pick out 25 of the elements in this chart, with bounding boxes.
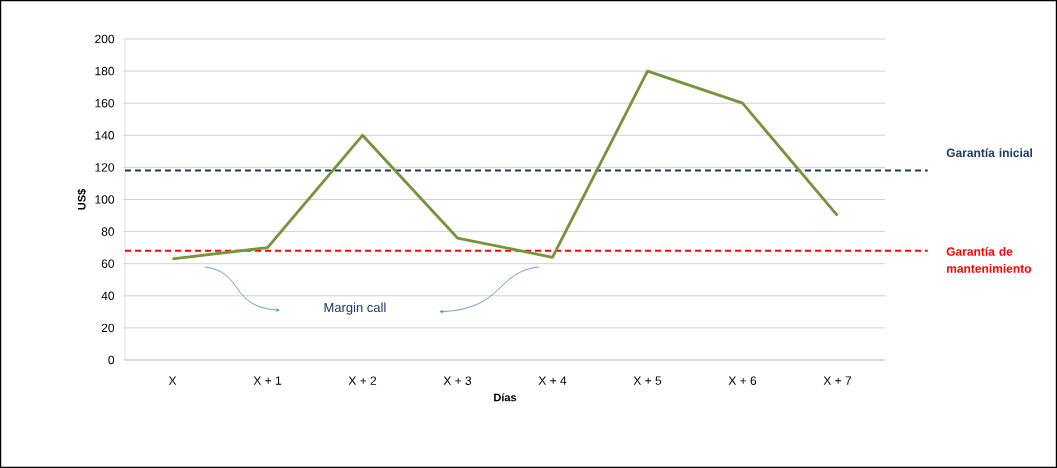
x-axis-title: Días bbox=[494, 393, 517, 402]
y-tick-label: 200 bbox=[95, 34, 115, 44]
y-tick-label: 60 bbox=[101, 259, 115, 268]
x-tick-label: X + 3 bbox=[443, 376, 472, 385]
x-tick-label: X + 2 bbox=[348, 376, 377, 385]
y-tick-label: 100 bbox=[95, 195, 115, 204]
ref-line-label: Garantía inicial bbox=[946, 148, 1033, 158]
y-tick-label: 180 bbox=[95, 66, 115, 76]
x-tick-label: X + 6 bbox=[728, 376, 757, 385]
y-axis-title: US$ bbox=[77, 188, 87, 210]
x-tick-label: X + 4 bbox=[538, 376, 567, 385]
x-tick-label: X + 7 bbox=[823, 376, 852, 385]
annotation: Margin call bbox=[324, 302, 386, 315]
y-tick-label: 20 bbox=[101, 323, 115, 333]
line-series bbox=[171, 69, 839, 261]
x-tick-label: X + 1 bbox=[253, 376, 282, 385]
y-tick-label: 140 bbox=[95, 131, 115, 140]
x-tick-label: X bbox=[168, 376, 177, 385]
x-tick-label: X + 5 bbox=[633, 376, 662, 385]
y-tick-label: 160 bbox=[95, 98, 115, 108]
y-tick-label: 80 bbox=[101, 227, 115, 236]
y-tick-label: 120 bbox=[95, 163, 115, 172]
y-tick-label: 40 bbox=[101, 291, 115, 301]
y-tick-label: 0 bbox=[108, 355, 115, 365]
ref-line-label: Garantía de mantenimiento bbox=[946, 246, 1032, 273]
